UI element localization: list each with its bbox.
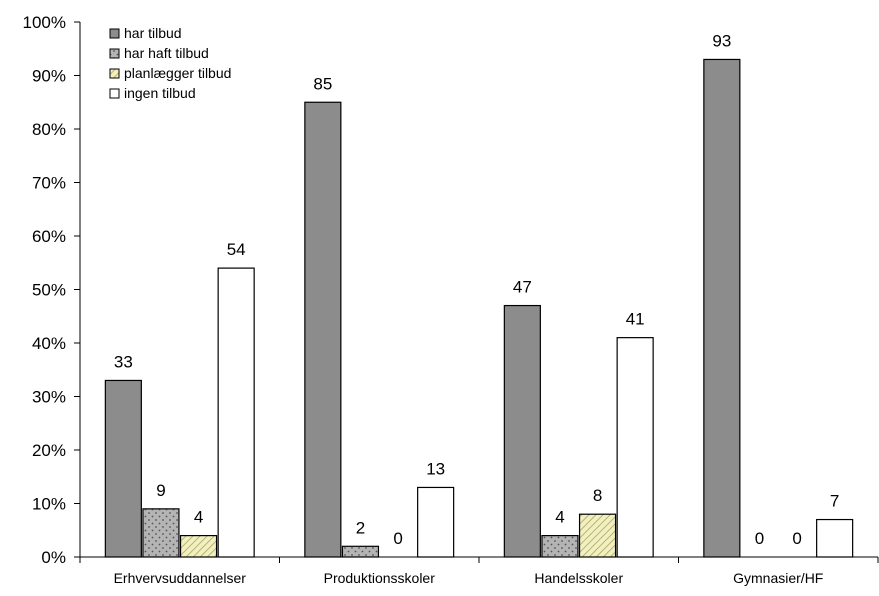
legend-label: har tilbud	[124, 25, 182, 41]
legend-label: ingen tilbud	[124, 85, 196, 101]
bar-har-tilbud	[304, 101, 342, 558]
y-tick-label: 100%	[23, 13, 66, 32]
data-label: 2	[356, 518, 365, 537]
data-label: 7	[830, 492, 839, 511]
data-label: 0	[755, 529, 764, 548]
legend-swatch	[109, 28, 120, 39]
y-tick-label: 40%	[32, 334, 66, 353]
data-label: 41	[626, 310, 645, 329]
y-tick-label: 80%	[32, 120, 66, 139]
x-category-label: Gymnasier/HF	[733, 570, 823, 586]
y-tick-label: 0%	[41, 548, 66, 567]
data-label: 85	[313, 74, 332, 93]
data-label: 8	[593, 486, 602, 505]
bar-har-haft-tilbud	[341, 545, 380, 558]
y-tick-label: 70%	[32, 174, 66, 193]
x-category-label: Erhvervsuddannelser	[114, 570, 247, 586]
data-label: 47	[513, 278, 532, 297]
bar-planlægger-tilbud	[578, 513, 617, 558]
legend-label: planlægger tilbud	[124, 65, 231, 81]
bar-har-tilbud	[503, 304, 541, 558]
y-tick-label: 30%	[32, 388, 66, 407]
y-tick-label: 50%	[32, 281, 66, 300]
legend-swatch	[109, 68, 120, 79]
data-label: 4	[194, 508, 203, 527]
bar-har-tilbud	[703, 58, 741, 558]
data-label: 0	[393, 529, 402, 548]
y-tick-label: 20%	[32, 441, 66, 460]
data-label: 54	[227, 240, 246, 259]
bar-har-haft-tilbud	[142, 508, 180, 558]
data-label: 0	[792, 529, 801, 548]
bar-planlægger-tilbud	[179, 534, 218, 558]
bar-har-tilbud	[104, 379, 142, 558]
bar-ingen-tilbud	[417, 486, 455, 558]
bar-har-haft-tilbud	[541, 534, 579, 558]
y-tick-label: 10%	[32, 495, 66, 514]
bar-ingen-tilbud	[217, 267, 255, 558]
legend-swatch	[109, 88, 120, 99]
x-category-label: Produktionsskoler	[324, 570, 436, 586]
x-category-label: Handelsskoler	[534, 570, 623, 586]
data-label: 4	[555, 508, 564, 527]
y-tick-label: 60%	[32, 227, 66, 246]
data-label: 9	[156, 481, 165, 500]
legend-label: har haft tilbud	[124, 45, 209, 61]
data-label: 13	[426, 459, 445, 478]
bar-ingen-tilbud	[816, 518, 854, 558]
legend-swatch	[109, 48, 120, 59]
bar-ingen-tilbud	[616, 337, 654, 558]
y-tick-label: 90%	[32, 67, 66, 86]
data-label: 93	[712, 31, 731, 50]
data-label: 33	[114, 352, 133, 371]
